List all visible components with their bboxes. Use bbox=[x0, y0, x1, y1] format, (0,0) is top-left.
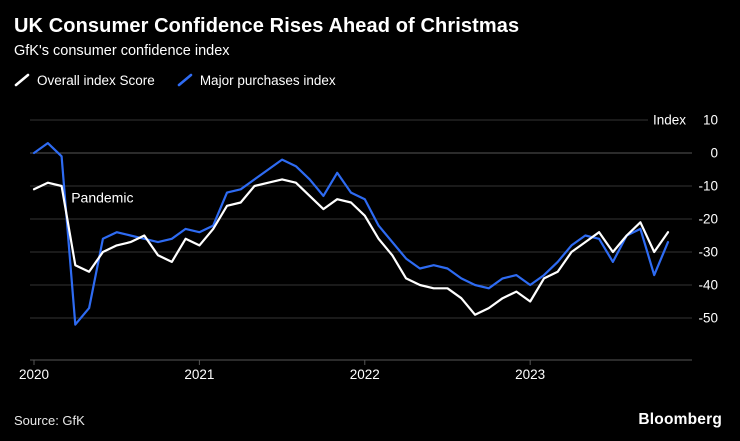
svg-text:Pandemic: Pandemic bbox=[71, 189, 133, 205]
line-swatch-icon bbox=[14, 74, 30, 87]
footer: Source: GfK Bloomberg bbox=[14, 411, 722, 429]
header: UK Consumer Confidence Rises Ahead of Ch… bbox=[0, 14, 740, 61]
svg-text:0: 0 bbox=[710, 145, 718, 160]
line-chart: 10 0 -10 -20 -30 -40 -50 Index 2020 2021 2022 2023 P… bbox=[19, 112, 718, 382]
bloomberg-logo: Bloomberg bbox=[638, 411, 722, 428]
svg-text:-10: -10 bbox=[698, 178, 718, 193]
svg-text:Index: Index bbox=[653, 112, 686, 127]
svg-text:2022: 2022 bbox=[350, 367, 380, 382]
svg-text:-30: -30 bbox=[698, 244, 718, 259]
legend-item-major-purchases: Major purchases index bbox=[177, 73, 336, 88]
source-note: Source: GfK bbox=[14, 412, 85, 428]
legend-stroke bbox=[177, 74, 193, 87]
legend: Overall index Score Major purchases inde… bbox=[0, 73, 740, 88]
legend-label-overall-index: Overall index Score bbox=[37, 72, 155, 88]
svg-text:2020: 2020 bbox=[19, 367, 49, 382]
svg-text:-40: -40 bbox=[698, 277, 718, 292]
chart-title: UK Consumer Confidence Rises Ahead of Ch… bbox=[14, 15, 520, 37]
legend-stroke bbox=[14, 74, 30, 87]
svg-text:10: 10 bbox=[703, 112, 718, 127]
legend-label-major-purchases: Major purchases index bbox=[199, 72, 336, 88]
svg-text:2021: 2021 bbox=[184, 367, 214, 382]
svg-text:-50: -50 bbox=[698, 310, 718, 325]
line-swatch-icon bbox=[177, 74, 193, 87]
svg-text:-20: -20 bbox=[698, 211, 718, 226]
svg-text:2023: 2023 bbox=[515, 367, 545, 382]
legend-item-overall-index: Overall index Score bbox=[14, 73, 155, 88]
chart-subtitle: GfK's consumer confidence index bbox=[14, 43, 230, 59]
